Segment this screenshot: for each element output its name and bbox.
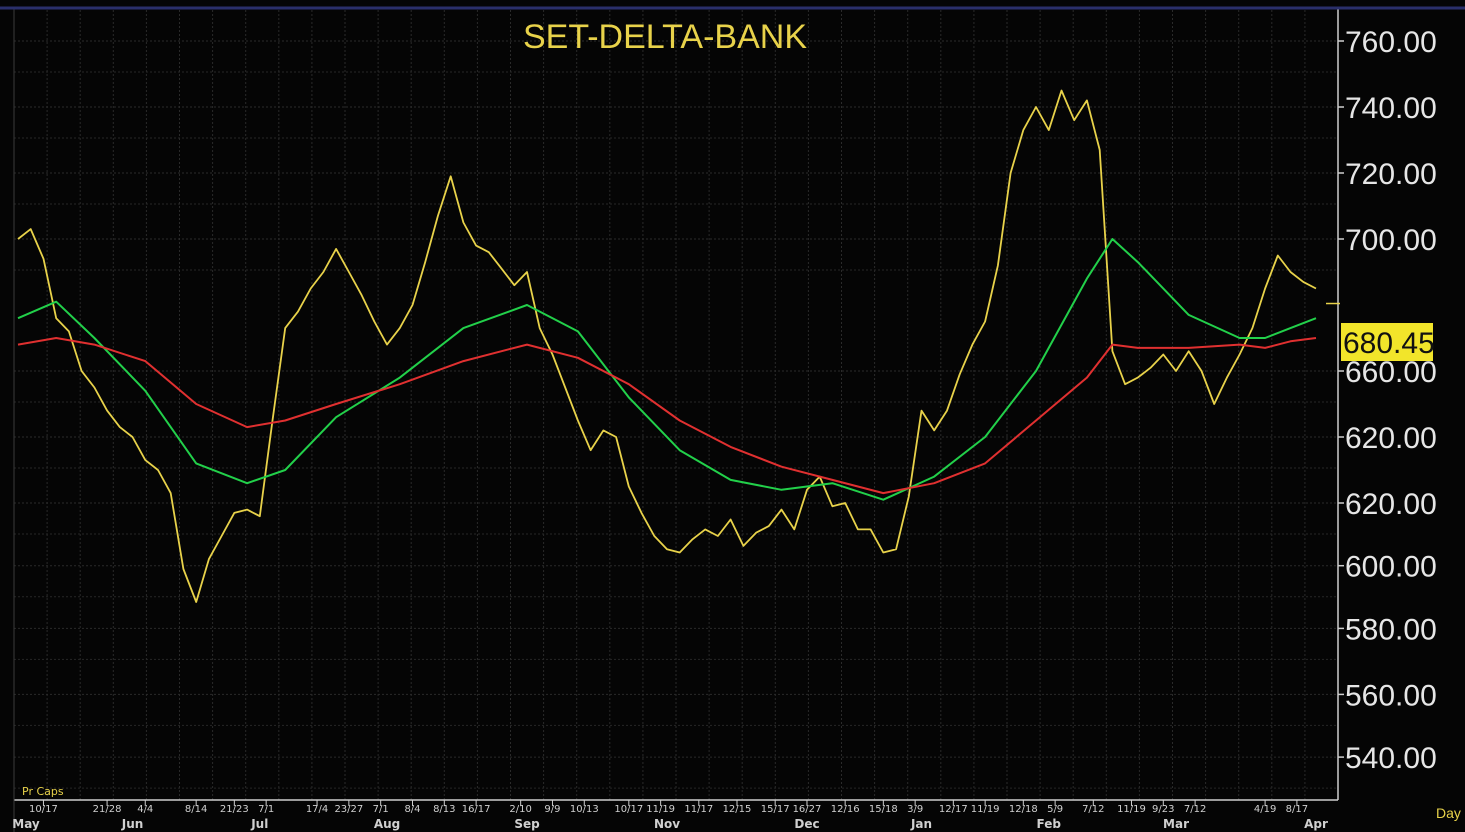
x-tick-label-date: 23/27 bbox=[334, 804, 363, 815]
x-tick-label-date: 8/17 bbox=[1286, 804, 1308, 815]
x-tick-label-date: 10/17 bbox=[29, 804, 58, 815]
y-tick-label: 580.00 bbox=[1345, 613, 1437, 646]
x-tick-label-month: Nov bbox=[654, 817, 680, 831]
x-tick-label-date: 21/23 bbox=[220, 804, 249, 815]
series bbox=[17, 89, 1340, 603]
x-tick-label-date: 11/17 bbox=[684, 804, 713, 815]
x-tick-label-date: 3/9 bbox=[907, 804, 923, 815]
x-tick-label-date: 2/10 bbox=[509, 804, 531, 815]
x-tick-label-date: 10/13 bbox=[570, 804, 599, 815]
x-tick-label-date: 7/12 bbox=[1082, 804, 1104, 815]
moving-average-fast-line bbox=[17, 238, 1317, 501]
x-tick-label-month: Apr bbox=[1304, 817, 1328, 831]
last-value-label: 680.45 bbox=[1343, 327, 1435, 360]
x-tick-label-date: 12/18 bbox=[1009, 804, 1038, 815]
x-tick-label-date: 16/17 bbox=[462, 804, 491, 815]
last-value-badge bbox=[1341, 323, 1433, 361]
y-tick-label: 740.00 bbox=[1345, 92, 1437, 125]
unit-label: Day bbox=[1436, 805, 1461, 821]
x-tick-label-month: Aug bbox=[374, 817, 400, 831]
x-tick-label-date: 7/1 bbox=[373, 804, 389, 815]
y-tick-label: 560.00 bbox=[1345, 679, 1437, 712]
x-tick-label-month: Mar bbox=[1163, 817, 1189, 831]
chart-title: SET-DELTA-BANK bbox=[523, 18, 807, 56]
x-tick-label-date: 12/15 bbox=[723, 804, 752, 815]
y-tick-label: 660.00 bbox=[1345, 356, 1437, 389]
x-tick-label-date: 11/19 bbox=[971, 804, 1000, 815]
y-tick-label: 600.00 bbox=[1345, 551, 1437, 584]
x-tick-label-month: Dec bbox=[794, 817, 819, 831]
bottom-left-note: Pr Caps bbox=[22, 785, 64, 798]
y-tick-label: 720.00 bbox=[1345, 158, 1437, 191]
y-tick-label: 700.00 bbox=[1345, 224, 1437, 257]
last-value-marker: 680.45 bbox=[1341, 323, 1435, 361]
x-tick-label-month: Jan bbox=[910, 817, 932, 831]
x-tick-label-date: 8/4 bbox=[404, 804, 420, 815]
x-tick-label-month: Feb bbox=[1037, 817, 1062, 831]
x-tick-label-month: Jul bbox=[250, 817, 268, 831]
x-tick-label-date: 16/27 bbox=[793, 804, 822, 815]
x-tick-label-date: 7/1 bbox=[258, 804, 274, 815]
y-tick-label: 760.00 bbox=[1345, 26, 1437, 59]
x-tick-label-date: 4/19 bbox=[1254, 804, 1276, 815]
x-tick-label-date: 21/28 bbox=[93, 804, 122, 815]
x-tick-labels: 10/17 21/28 4/4 8/14 21/23 7/1 17/4 23/27 7/1 8/4… bbox=[12, 800, 1328, 831]
price-line bbox=[17, 89, 1317, 603]
x-tick-label-month: Jun bbox=[121, 817, 144, 831]
x-tick-label-month: Sep bbox=[514, 817, 540, 831]
x-tick-label-date: 8/14 bbox=[185, 804, 207, 815]
x-tick-label-date: 15/17 bbox=[761, 804, 790, 815]
x-tick-label-date: 4/4 bbox=[137, 804, 153, 815]
x-tick-label-date: 17/4 bbox=[306, 804, 328, 815]
x-tick-label-month: May bbox=[12, 817, 40, 831]
x-tick-label-date: 11/19 bbox=[1117, 804, 1146, 815]
x-tick-label-date: 10/17 bbox=[614, 804, 643, 815]
x-tick-label-date: 8/13 bbox=[433, 804, 455, 815]
x-tick-label-date: 12/16 bbox=[831, 804, 860, 815]
y-tick-label: 540.00 bbox=[1345, 742, 1437, 775]
x-tick-label-date: 9/9 bbox=[544, 804, 560, 815]
y-tick-label: 620.00 bbox=[1345, 422, 1437, 455]
grid bbox=[13, 10, 1339, 800]
x-tick-label-date: 5/9 bbox=[1047, 804, 1063, 815]
y-tick-label: 620.00 bbox=[1345, 488, 1437, 521]
x-tick-label-date: 11/19 bbox=[646, 804, 675, 815]
x-tick-label-date: 12/17 bbox=[939, 804, 968, 815]
moving-average-slow-line bbox=[17, 337, 1317, 495]
x-tick-label-date: 9/23 bbox=[1152, 804, 1174, 815]
x-tick-label-date: 7/12 bbox=[1184, 804, 1206, 815]
x-tick-label-date: 15/18 bbox=[869, 804, 898, 815]
y-tick-labels: 760.00 740.00 720.00 700.00 660.00 620.00 620.… bbox=[1338, 26, 1437, 775]
